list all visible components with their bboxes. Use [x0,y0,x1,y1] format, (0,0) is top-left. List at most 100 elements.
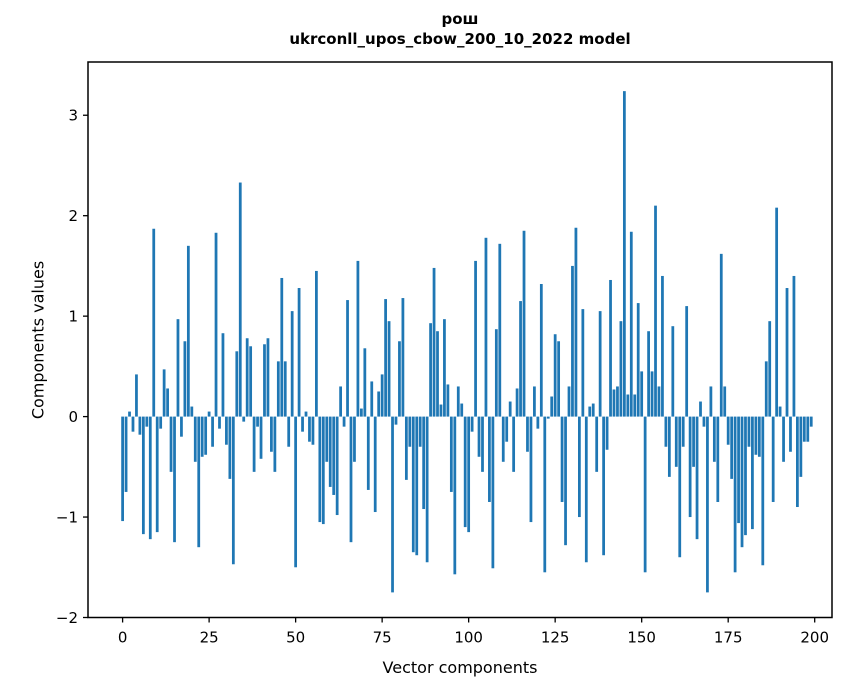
bar [339,386,342,417]
x-tick-label: 175 [714,629,743,647]
bar [429,323,432,417]
bar [667,416,671,477]
bar [740,416,744,548]
bar [709,386,713,417]
bar [200,416,204,457]
bar [474,260,477,417]
bar [135,374,138,417]
bar [692,416,695,467]
bar [584,416,588,563]
y-axis-label: Components values [28,260,48,420]
bar [539,284,543,417]
bar [318,416,322,523]
bar [508,401,512,417]
x-tick-label: 125 [541,629,570,647]
bar [193,416,197,462]
bar [408,416,412,447]
bar [228,416,232,479]
bar [321,416,325,525]
bar [221,333,225,417]
bar [436,331,439,417]
bar [204,416,208,455]
bar [605,416,609,450]
bar [751,416,754,530]
y-tick-label: 2 [68,207,78,225]
bar [488,416,491,502]
bar [477,416,481,457]
bar [273,416,277,472]
bar [453,416,457,575]
bar [456,386,460,417]
bar [560,416,564,502]
bar [674,416,678,467]
bar [283,361,287,417]
bar [581,309,585,417]
plot-border [87,61,833,619]
bar [263,344,266,417]
bar [266,338,270,417]
bar [757,416,761,457]
bar [567,386,571,417]
bar [747,416,751,447]
bar [633,394,637,417]
bar [484,237,488,417]
bar [796,416,799,508]
x-tick-label: 75 [373,629,392,647]
bar [609,279,612,417]
bar [546,416,550,419]
bar [366,416,370,490]
bar [131,416,135,432]
bar [353,416,356,462]
y-tick-label: −1 [56,509,78,527]
bar [789,416,792,452]
bar [626,394,630,417]
bar [377,391,381,417]
bar [315,270,318,417]
bar [481,416,484,472]
bar [145,416,149,427]
bar [280,277,284,417]
bar [359,408,363,417]
bar [249,346,253,417]
bar [695,416,699,540]
bar [446,384,450,417]
bar [619,321,623,417]
bar [235,351,239,417]
bar [688,416,692,518]
x-tick-label: 0 [118,629,128,647]
bar [301,416,304,432]
bar [231,416,235,565]
y-tick-label: 0 [68,408,78,426]
bar [439,404,443,417]
bar [311,416,315,445]
bar [335,416,339,516]
bar [121,416,124,522]
bar [730,416,734,479]
bar [176,319,180,417]
bar [342,416,346,427]
bar [242,416,246,422]
bar [505,416,509,442]
chart-subtitle: ukrconll_upos_cbow_200_10_2022 model [289,30,631,48]
bar [276,361,280,417]
bar [491,416,495,569]
chart-title: рош [441,10,479,28]
bar [287,416,291,447]
bar [799,416,803,477]
bar [768,321,772,417]
bar [332,416,336,495]
x-tick-label: 25 [200,629,219,647]
bar [678,416,682,558]
bar [578,416,581,518]
bar [529,416,533,523]
bar [664,416,668,447]
bar [418,416,422,447]
bar [415,416,419,556]
bar [180,416,183,437]
bar [557,341,561,417]
bar [616,386,619,417]
bar [522,230,526,417]
bar [806,416,810,442]
bar [308,416,311,442]
bar [792,275,796,417]
